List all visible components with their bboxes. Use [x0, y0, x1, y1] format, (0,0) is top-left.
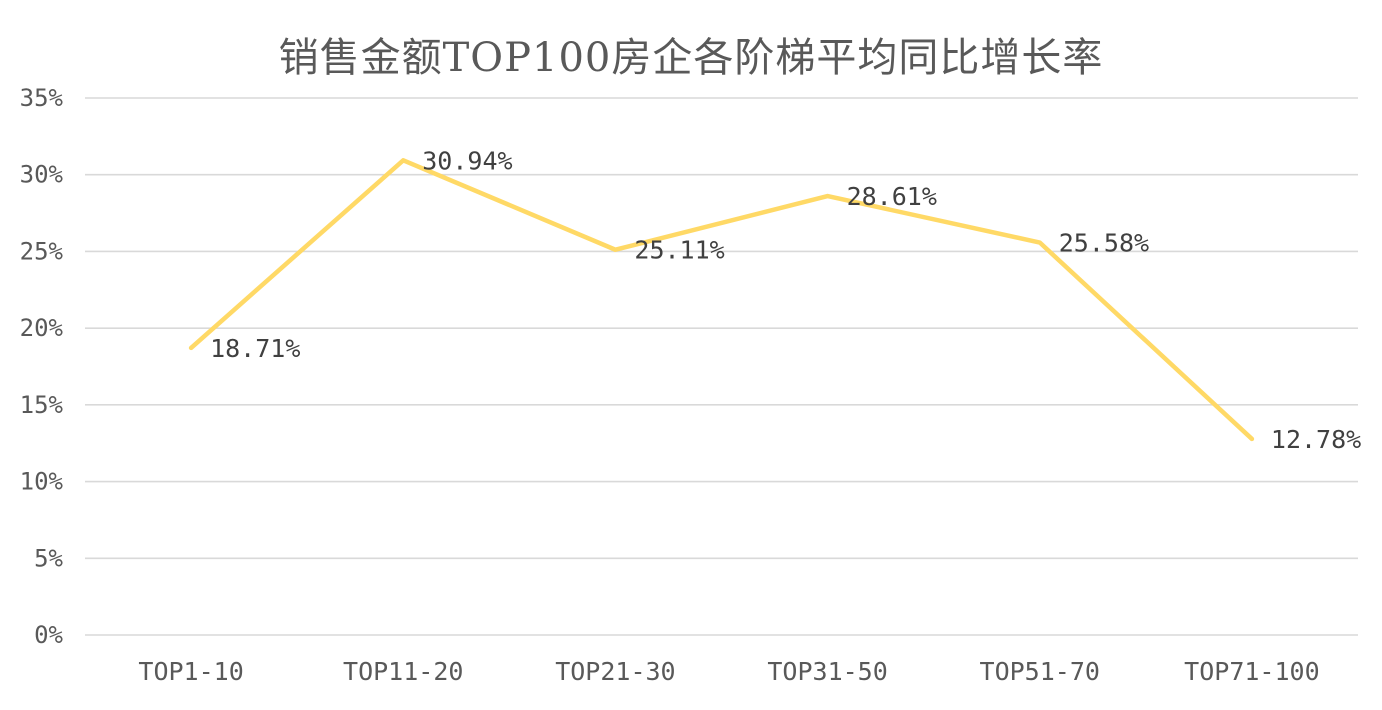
y-axis-tick-label: 20%: [20, 314, 64, 342]
chart-title: 销售金额TOP100房企各阶梯平均同比增长率: [278, 35, 1104, 81]
data-label: 18.71%: [210, 334, 300, 363]
series-line: [188, 158, 1255, 442]
y-axis-tick-label: 15%: [20, 391, 64, 419]
y-axis-tick-label: 5%: [34, 544, 63, 572]
data-label: 12.78%: [1271, 425, 1361, 454]
data-label: 25.11%: [634, 236, 724, 265]
x-axis-tick-label: TOP31-50: [767, 657, 887, 686]
y-axis-tick-label: 35%: [20, 84, 64, 112]
y-axis-tick-label: 0%: [34, 621, 63, 649]
x-axis-tick-label: TOP1-10: [138, 657, 243, 686]
data-label: 25.58%: [1059, 229, 1149, 258]
x-axis-tick-label: TOP51-70: [980, 657, 1100, 686]
data-label: 28.61%: [847, 182, 937, 211]
y-axis-tick-label: 10%: [20, 468, 64, 496]
x-axis-tick-label: TOP11-20: [343, 657, 463, 686]
y-axis-tick-label: 30%: [20, 161, 64, 189]
y-axis-tick-label: 25%: [20, 237, 64, 265]
data-label: 30.94%: [422, 146, 512, 175]
x-axis-tick-label: TOP71-100: [1184, 657, 1319, 686]
x-axis-tick-label: TOP21-30: [555, 657, 675, 686]
